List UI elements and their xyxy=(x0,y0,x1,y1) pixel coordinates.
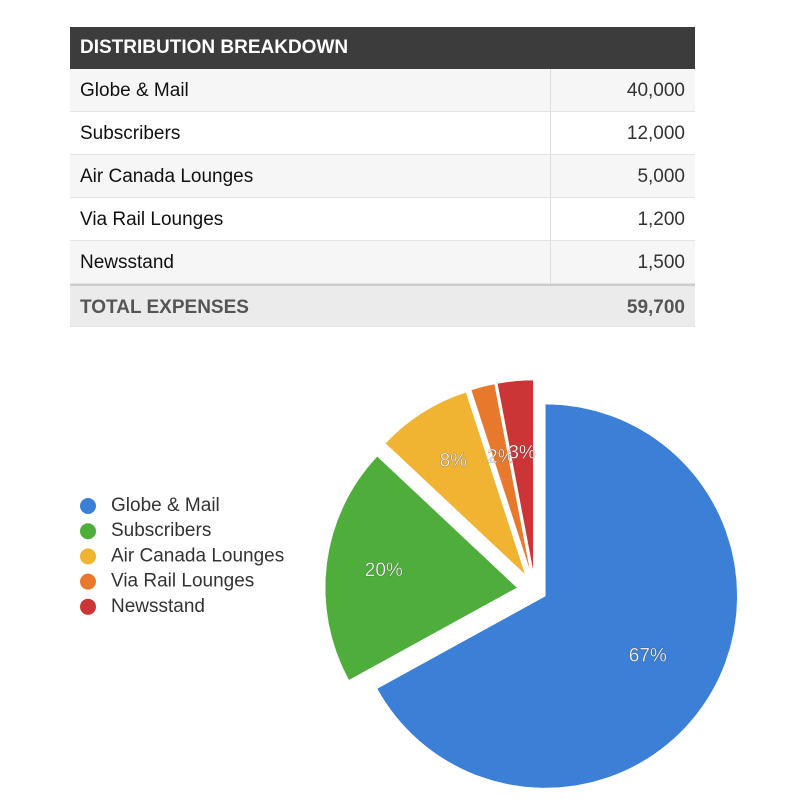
row-label: Globe & Mail xyxy=(70,69,551,111)
legend-label: Newsstand xyxy=(111,596,205,617)
legend-marker xyxy=(80,598,96,615)
row-value: 40,000 xyxy=(626,80,685,101)
slice-label: 8% xyxy=(440,450,468,471)
row-value: 5,000 xyxy=(637,166,685,187)
table-row: Newsstand 1,500 xyxy=(70,241,695,284)
row-label: Air Canada Lounges xyxy=(70,155,551,197)
table-row: Via Rail Lounges 1,200 xyxy=(70,198,695,241)
slice-label: 20% xyxy=(365,560,403,581)
row-value: 1,500 xyxy=(637,252,685,273)
pie-slice xyxy=(376,403,738,789)
slice-label: 67% xyxy=(629,646,667,667)
legend-label: Subscribers xyxy=(111,520,211,541)
slice-label: 3% xyxy=(508,443,536,464)
row-value: 12,000 xyxy=(626,123,685,144)
table-row: Globe & Mail 40,000 xyxy=(70,69,695,112)
row-label: Newsstand xyxy=(70,241,551,283)
row-label: Via Rail Lounges xyxy=(70,198,551,240)
pie-slice xyxy=(497,379,534,573)
row-label: Subscribers xyxy=(70,112,551,154)
slice-label: 2% xyxy=(487,446,515,467)
row-label: TOTAL EXPENSES xyxy=(80,297,249,318)
table-body: Globe & Mail 40,000 Subscribers 12,000 Air C… xyxy=(70,69,695,327)
legend-marker xyxy=(80,498,96,514)
row-value: 1,200 xyxy=(637,209,685,230)
table-row: TOTAL EXPENSES 59,700 xyxy=(70,284,695,327)
pie-slice xyxy=(385,391,526,575)
legend-label: Via Rail Lounges xyxy=(111,571,254,592)
legend-label: Air Canada Lounges xyxy=(111,545,284,566)
legend-marker xyxy=(80,548,96,565)
table-row: Air Canada Lounges 5,000 xyxy=(70,155,695,198)
legend-marker xyxy=(80,523,96,540)
legend-label: Globe & Mail xyxy=(111,495,220,516)
table-row: Subscribers 12,000 xyxy=(70,112,695,155)
table-title: DISTRIBUTION BREAKDOWN xyxy=(70,27,695,69)
row-value: 59,700 xyxy=(626,297,685,318)
pie-slice xyxy=(324,455,518,681)
legend-marker xyxy=(80,573,96,590)
pie-slice xyxy=(470,383,531,573)
distribution-table: DISTRIBUTION BREAKDOWN Globe & Mail 40,00… xyxy=(70,27,695,327)
